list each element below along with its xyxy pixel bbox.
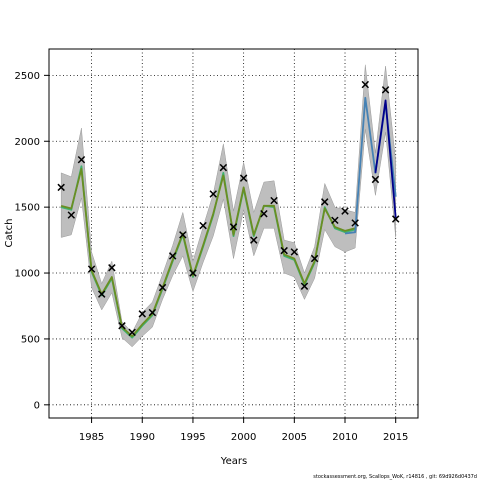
y-tick-label: 0: [34, 400, 40, 411]
observed-point: [209, 190, 217, 198]
observed-point: [87, 265, 96, 273]
y-tick-label: 1500: [15, 203, 40, 214]
x-tick-label: 1995: [180, 432, 205, 443]
series-line-1: [60, 165, 356, 339]
observed-point: [361, 80, 370, 89]
y-tick-label: 2000: [15, 137, 40, 148]
observed-point: [290, 248, 299, 256]
x-tick-label: 2000: [231, 432, 256, 443]
y-tick-label: 1000: [15, 269, 40, 280]
x-tick-label: 2005: [282, 432, 307, 443]
observed-point: [77, 155, 86, 164]
y-tick-label: 500: [21, 334, 40, 345]
observed-point: [158, 283, 167, 292]
x-axis-title: Years: [220, 456, 247, 467]
observed-point: [128, 328, 136, 337]
x-tick-label: 1985: [79, 432, 104, 443]
plot-frame: [48, 48, 419, 419]
series-line-4: [374, 99, 397, 218]
observed-point: [67, 211, 76, 219]
observed-point: [97, 290, 106, 298]
observed-points: [57, 80, 400, 337]
observed-point: [310, 254, 319, 263]
x-tick-label: 2015: [383, 432, 408, 443]
observed-point: [138, 310, 146, 318]
observed-point: [108, 264, 116, 272]
observed-point: [250, 236, 258, 244]
observed-point: [381, 86, 390, 94]
series-line-2: [60, 168, 356, 338]
observed-point: [280, 246, 288, 255]
observed-point: [118, 322, 126, 330]
observed-point: [168, 252, 177, 260]
observed-point: [331, 216, 339, 225]
observed-point: [219, 163, 228, 172]
y-axis-title: Catch: [4, 219, 15, 248]
y-axis: 0 500 1000 1500 2000 2500: [15, 71, 49, 411]
observed-point: [199, 221, 207, 230]
observed-point: [300, 282, 309, 290]
observed-point: [341, 207, 349, 215]
observed-point: [391, 215, 400, 223]
observed-point: [229, 223, 238, 231]
observed-point: [351, 219, 359, 227]
x-axis: 1985 1990 1995 2000 2005 2010 2015: [79, 418, 408, 443]
observed-point: [371, 175, 380, 184]
observed-point: [148, 308, 157, 317]
observed-point: [179, 231, 187, 239]
footer-credit: stockassessment.org, Scallops_WoK, r1481…: [313, 474, 477, 480]
y-tick-label: 2500: [15, 71, 40, 82]
x-tick-label: 2010: [332, 432, 357, 443]
series-lines: [60, 96, 397, 339]
observed-point: [270, 196, 278, 205]
observed-point: [260, 210, 268, 218]
observed-point: [321, 198, 329, 206]
observed-point: [57, 183, 65, 192]
x-tick-label: 1990: [130, 432, 155, 443]
observed-point: [189, 269, 197, 277]
observed-point: [239, 174, 248, 182]
